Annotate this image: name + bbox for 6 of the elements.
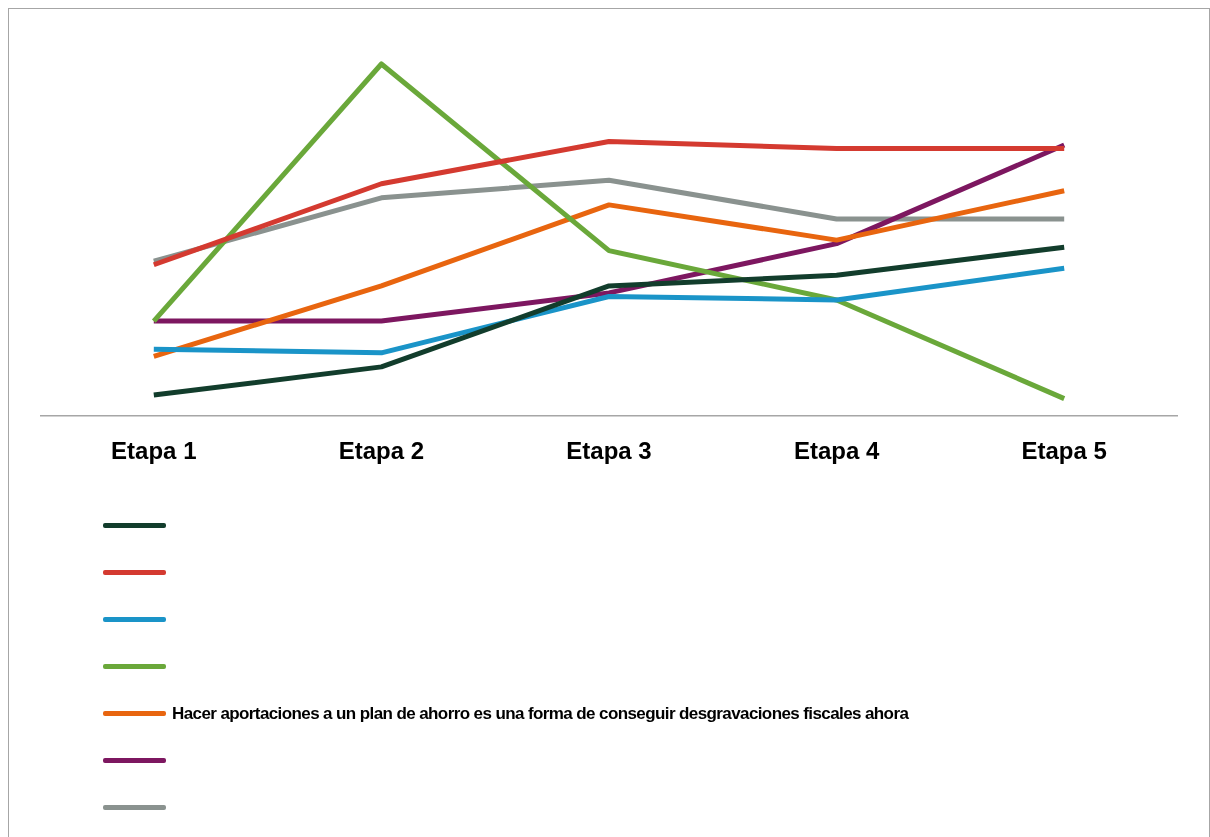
x-tick-label: Etapa 3 bbox=[566, 437, 652, 465]
legend-label: Hacer aportaciones a un plan de ahorro es una forma de conseguir desgravaciones fiscales ahora bbox=[172, 703, 909, 724]
x-tick-label: Etapa 4 bbox=[793, 437, 880, 465]
x-tick-label: Etapa 1 bbox=[111, 437, 197, 465]
x-tick-label: Etapa 5 bbox=[1021, 437, 1107, 465]
x-tick-label: Etapa 2 bbox=[338, 437, 425, 465]
